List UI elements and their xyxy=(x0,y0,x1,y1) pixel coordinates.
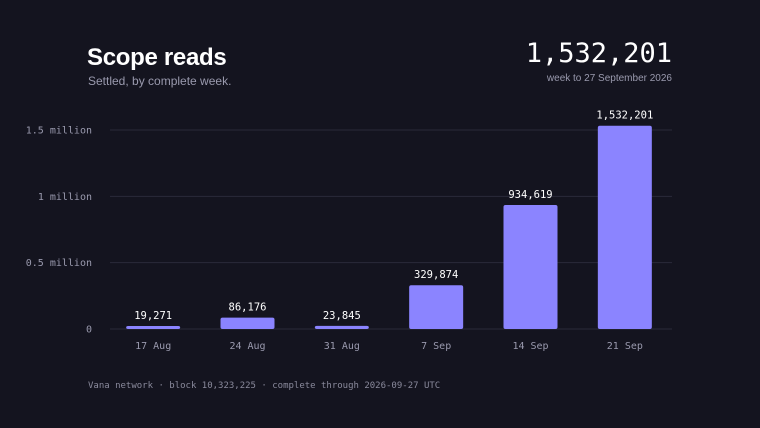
y-tick-label: 1 million xyxy=(38,192,92,203)
bar-value-label: 934,619 xyxy=(508,189,552,201)
bar-value-label: 86,176 xyxy=(229,302,267,314)
chart-title: Scope reads xyxy=(87,44,227,71)
x-tick-label: 7 Sep xyxy=(421,341,451,352)
bar xyxy=(597,125,652,329)
bar-value-label: 23,845 xyxy=(323,310,361,322)
x-tick-label: 14 Sep xyxy=(512,341,548,352)
x-tick-label: 24 Aug xyxy=(229,341,265,352)
bar-value-label: 1,532,201 xyxy=(596,110,653,122)
y-tick-label: 0.5 million xyxy=(26,258,92,269)
value-labels: 19,271 86,176 23,845 329,874 934,619 1,532,20… xyxy=(134,110,653,322)
x-tick-label: 21 Sep xyxy=(607,341,643,352)
bar xyxy=(409,285,464,329)
bars xyxy=(126,125,652,329)
chart-subtitle: Settled, by complete week. xyxy=(88,74,232,88)
headline-caption: week to 27 September 2026 xyxy=(546,73,672,84)
x-tick-label: 31 Aug xyxy=(324,341,360,352)
bar xyxy=(503,205,558,329)
bar xyxy=(220,317,275,329)
y-axis-ticks: 0 0.5 million 1 million 1.5 million xyxy=(26,126,92,336)
bar-value-label: 329,874 xyxy=(414,269,458,281)
headline-value: 1,532,201 xyxy=(525,38,672,69)
bar-value-label: 19,271 xyxy=(134,310,172,322)
y-tick-label: 0 xyxy=(86,325,92,336)
y-tick-label: 1.5 million xyxy=(26,126,92,137)
x-tick-label: 17 Aug xyxy=(135,341,171,352)
footer-note: Vana network · block 10,323,225 · comple… xyxy=(88,381,441,391)
x-axis-ticks: 17 Aug 24 Aug 31 Aug 7 Sep 14 Sep 21 Sep xyxy=(135,341,643,352)
gridlines xyxy=(110,129,672,330)
bar xyxy=(314,325,369,329)
bar xyxy=(126,326,181,329)
